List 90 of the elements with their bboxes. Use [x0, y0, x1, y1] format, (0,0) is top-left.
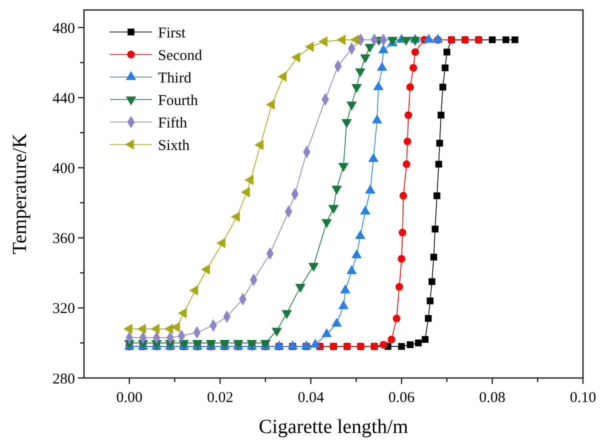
- x-tick-label: 0.00: [116, 390, 142, 406]
- point: [410, 64, 418, 72]
- point: [351, 84, 362, 94]
- legend-label: Fourth: [158, 92, 199, 109]
- y-tick-label: 400: [52, 160, 75, 177]
- point: [304, 42, 314, 52]
- point: [414, 340, 422, 346]
- point: [398, 228, 406, 236]
- point: [322, 328, 332, 338]
- point: [398, 343, 405, 350]
- point: [380, 340, 388, 349]
- point: [350, 34, 360, 45]
- point: [230, 212, 240, 222]
- point: [355, 230, 366, 240]
- point: [488, 36, 496, 44]
- point: [346, 265, 357, 274]
- point: [430, 254, 438, 260]
- point: [346, 102, 357, 111]
- x-tick-label: 0.10: [570, 390, 596, 406]
- point: [310, 338, 321, 348]
- point: [200, 264, 210, 275]
- point: [410, 36, 420, 46]
- point: [438, 112, 444, 119]
- point: [402, 160, 410, 168]
- point: [512, 36, 518, 44]
- point: [123, 324, 132, 334]
- point: [342, 119, 352, 128]
- point: [295, 284, 306, 293]
- point: [398, 255, 406, 263]
- point: [332, 186, 342, 195]
- point: [291, 52, 300, 62]
- point: [392, 314, 400, 322]
- point: [240, 187, 250, 198]
- x-axis-title: Cigarette length/m: [258, 416, 409, 438]
- legend-label: First: [158, 25, 186, 42]
- legend-label: Second: [158, 48, 203, 64]
- x-tick-label: 0.02: [206, 390, 234, 406]
- point: [254, 140, 264, 150]
- point: [278, 71, 287, 82]
- point: [406, 341, 414, 348]
- y-tick-label: 440: [52, 90, 75, 107]
- legend-label: Fifth: [158, 115, 188, 132]
- point: [244, 174, 254, 186]
- x-tick-label: 0.08: [479, 390, 506, 406]
- y-tick-label: 320: [52, 301, 75, 318]
- legend-label: Third: [158, 70, 192, 86]
- point: [422, 336, 429, 343]
- point: [338, 162, 349, 172]
- point: [502, 36, 510, 44]
- point: [332, 318, 342, 327]
- x-tick-label: 0.04: [298, 390, 324, 406]
- point: [338, 300, 349, 310]
- point: [150, 324, 160, 334]
- point: [322, 219, 332, 228]
- legend-label: Sixth: [158, 138, 190, 154]
- point: [400, 36, 412, 46]
- point: [426, 298, 434, 304]
- point: [439, 84, 446, 90]
- point: [189, 285, 198, 296]
- point: [432, 226, 439, 232]
- point: [428, 278, 436, 286]
- point: [164, 324, 174, 334]
- y-tick-label: 360: [52, 231, 75, 248]
- point: [434, 192, 440, 200]
- point: [216, 238, 226, 248]
- point: [442, 64, 448, 72]
- point: [360, 54, 370, 64]
- point: [424, 315, 432, 322]
- y-tick-label: 480: [52, 20, 75, 37]
- point: [436, 140, 444, 147]
- point: [444, 48, 450, 56]
- point: [308, 262, 319, 272]
- point: [404, 138, 412, 146]
- point: [411, 48, 419, 56]
- point: [137, 324, 146, 334]
- x-tick-label: 0.06: [388, 390, 416, 406]
- point: [336, 34, 346, 45]
- point: [266, 99, 275, 110]
- y-axis-title: Temperature/K: [9, 133, 31, 254]
- point: [178, 308, 187, 318]
- point: [400, 192, 408, 200]
- point: [395, 283, 404, 291]
- point: [364, 44, 375, 53]
- point: [435, 160, 442, 168]
- point: [388, 336, 396, 344]
- point: [404, 111, 412, 119]
- point: [406, 83, 414, 91]
- point: [355, 68, 366, 78]
- y-tick-label: 280: [52, 371, 75, 388]
- point: [328, 205, 339, 214]
